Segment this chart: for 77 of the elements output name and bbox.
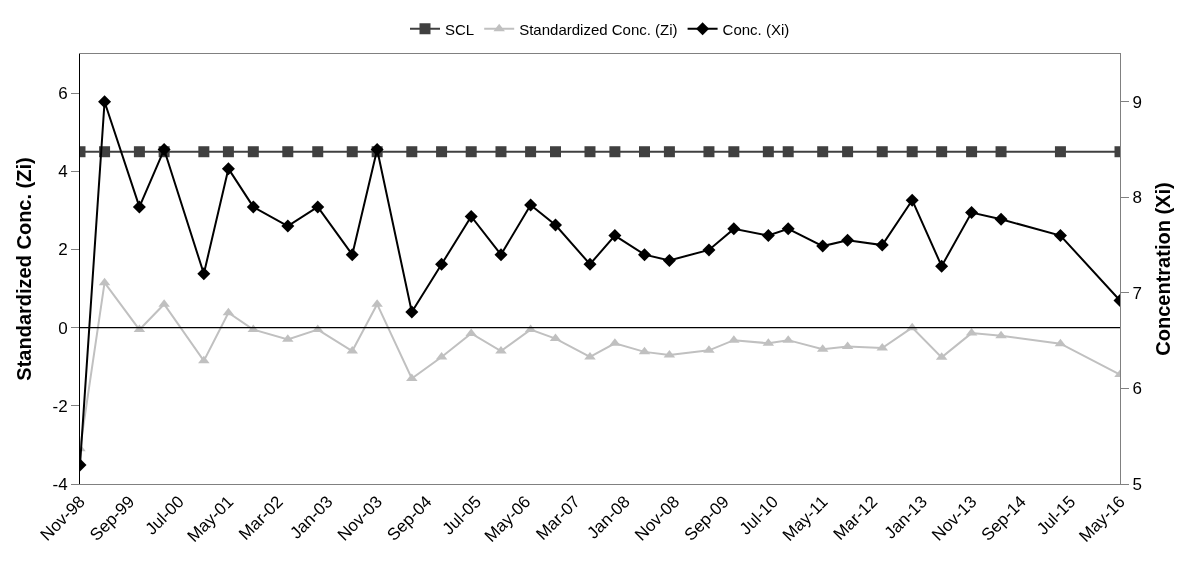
point — [703, 146, 715, 158]
point — [281, 219, 295, 233]
point — [935, 259, 949, 273]
point — [1053, 229, 1067, 243]
point — [817, 146, 829, 158]
point — [197, 267, 211, 281]
point — [663, 146, 675, 158]
point — [345, 248, 359, 262]
point — [782, 146, 794, 158]
y2-tick-label: 9 — [1132, 92, 1142, 112]
y2-tick-label: 5 — [1132, 474, 1142, 494]
point — [966, 146, 978, 158]
point — [525, 146, 537, 158]
y2-tick-label: 8 — [1132, 188, 1142, 208]
point — [906, 146, 918, 158]
point — [346, 146, 358, 158]
point — [876, 146, 888, 158]
point — [905, 193, 919, 207]
point — [728, 146, 740, 158]
y-tick-label: -4 — [52, 474, 68, 494]
y-tick-label: 2 — [58, 240, 68, 260]
point — [1054, 146, 1066, 158]
y2-tick-label: 7 — [1132, 283, 1142, 303]
point — [132, 200, 146, 214]
point — [282, 146, 294, 158]
point — [464, 209, 478, 223]
point — [662, 253, 676, 267]
point — [133, 146, 145, 158]
point — [222, 146, 234, 158]
y-tick-label: 0 — [58, 318, 68, 338]
y-axis-title: Standardized Conc. (Zi) — [12, 157, 35, 381]
point — [524, 198, 538, 212]
point — [995, 146, 1007, 158]
point — [198, 146, 210, 158]
y2-axis-title: Concentration (Xi) — [1152, 182, 1175, 356]
point — [727, 222, 741, 236]
point — [495, 146, 507, 158]
point — [762, 146, 774, 158]
y-tick-label: 4 — [58, 162, 68, 182]
legend-label: Standardized Conc. (Zi) — [519, 20, 678, 38]
point — [965, 206, 979, 220]
point — [842, 146, 854, 158]
point — [995, 330, 1007, 339]
point — [246, 200, 260, 214]
point — [198, 355, 210, 364]
point — [406, 146, 418, 158]
point — [312, 146, 324, 158]
point — [639, 146, 651, 158]
point — [548, 218, 562, 232]
point — [936, 146, 948, 158]
point — [781, 222, 795, 236]
point — [841, 233, 855, 247]
point — [465, 146, 477, 158]
point — [494, 248, 508, 262]
point — [405, 305, 419, 319]
point — [608, 229, 622, 243]
point — [549, 146, 561, 158]
y-tick-label: 6 — [58, 84, 68, 104]
point — [702, 243, 716, 257]
point — [638, 248, 652, 262]
point — [761, 229, 775, 243]
y-tick-label: -2 — [52, 396, 68, 416]
legend-label: Conc. (Xi) — [722, 20, 790, 38]
point — [875, 238, 889, 252]
point — [583, 257, 597, 271]
point — [98, 95, 112, 109]
point — [311, 200, 325, 214]
point — [247, 146, 259, 158]
point — [435, 257, 449, 271]
point — [584, 146, 596, 158]
y2-tick-label: 6 — [1132, 379, 1142, 399]
point — [994, 212, 1008, 226]
point — [221, 162, 235, 176]
legend-label: SCL — [445, 20, 475, 38]
point — [436, 146, 448, 158]
point — [816, 239, 830, 253]
point — [609, 146, 621, 158]
